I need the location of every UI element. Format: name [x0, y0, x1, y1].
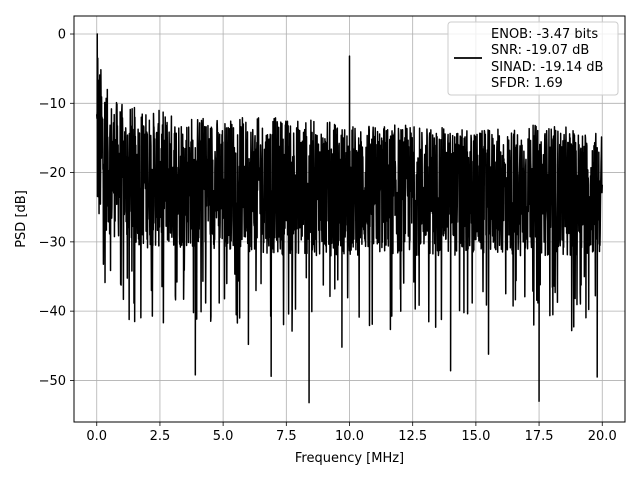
x-tick-label: 2.5	[150, 429, 171, 444]
x-tick-label: 20.0	[588, 429, 617, 444]
y-axis-label: PSD [dB]	[14, 190, 29, 248]
x-tick-label: 17.5	[525, 429, 554, 444]
psd-line-layer	[96, 33, 603, 404]
y-tick-label: −40	[39, 305, 66, 320]
x-tick-label: 10.0	[335, 429, 364, 444]
psd-series-line	[96, 33, 603, 404]
y-axis-ticks: 0 −10 −20 −30 −40 −50	[39, 28, 74, 389]
x-axis-label: Frequency [MHz]	[295, 451, 404, 466]
x-axis-ticks: 0.0 2.5 5.0 7.5 10.0 12.5 15.0 17.5 20.0	[86, 422, 617, 444]
x-tick-label: 5.0	[213, 429, 234, 444]
y-tick-label: −30	[39, 235, 66, 250]
legend-enob: ENOB: -3.47 bits	[491, 27, 598, 42]
x-tick-label: 12.5	[398, 429, 427, 444]
legend: ENOB: -3.47 bits SNR: -19.07 dB SINAD: -…	[447, 21, 619, 96]
y-tick-label: −50	[39, 374, 66, 389]
legend-sinad: SINAD: -19.14 dB	[491, 60, 603, 75]
x-tick-label: 0.0	[86, 429, 107, 444]
x-tick-label: 7.5	[276, 429, 297, 444]
y-tick-label: −20	[39, 166, 66, 181]
y-tick-label: −10	[39, 97, 66, 112]
legend-snr: SNR: -19.07 dB	[491, 43, 589, 58]
y-tick-label: 0	[58, 28, 66, 43]
x-tick-label: 15.0	[461, 429, 490, 444]
legend-box	[447, 21, 619, 96]
legend-sfdr: SFDR: 1.69	[491, 76, 563, 91]
